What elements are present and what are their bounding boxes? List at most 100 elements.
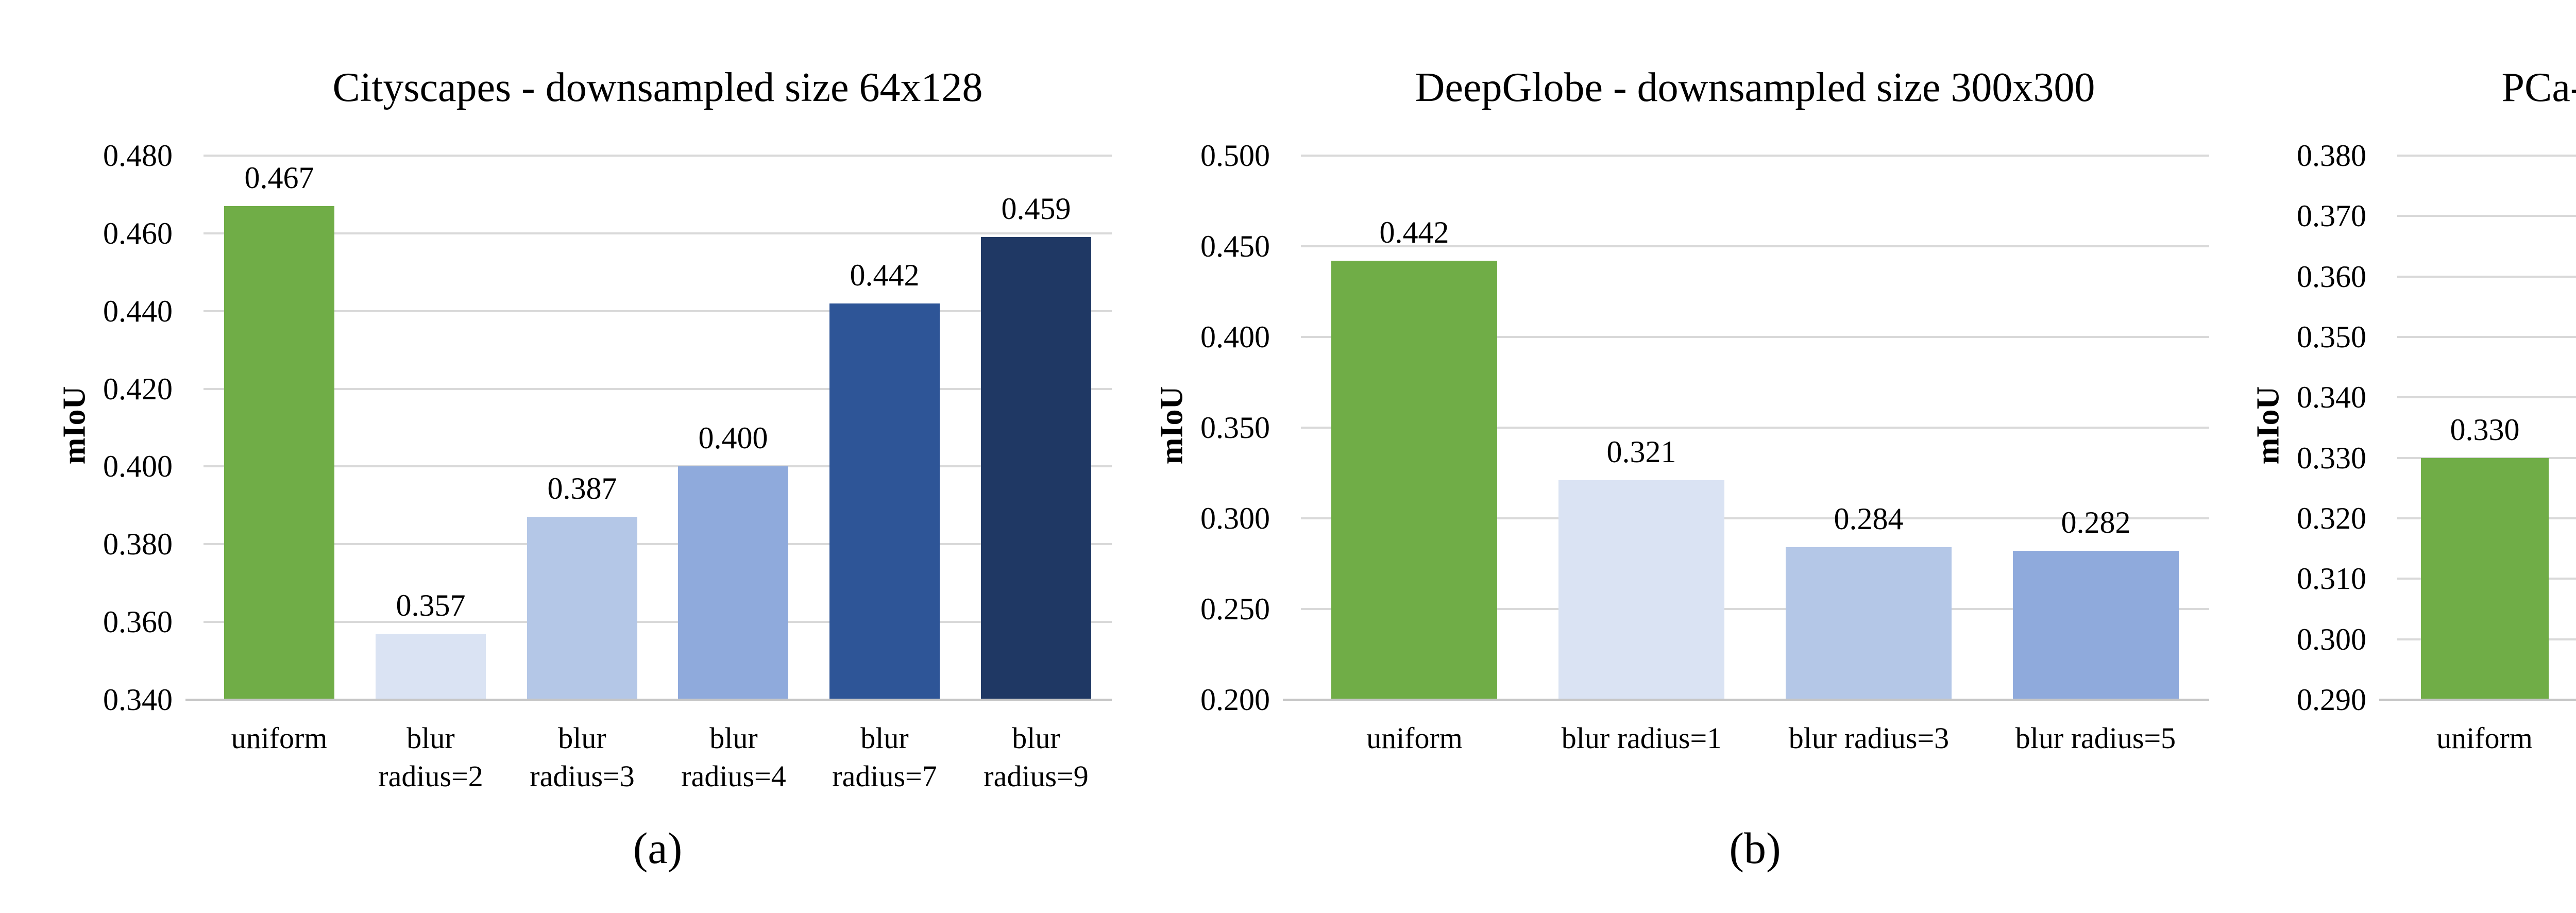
y-tick-label: 0.500 — [1200, 139, 1270, 173]
y-tick-label: 0.250 — [1200, 592, 1270, 626]
y-tick-label: 0.460 — [103, 216, 173, 250]
x-category-label: blur radius=3 — [1755, 719, 1982, 757]
x-category-label-line: blur — [558, 721, 606, 755]
x-category-label-line: radius=9 — [984, 759, 1089, 793]
chart-caption: (a) — [633, 823, 683, 873]
gridline — [2397, 276, 2576, 278]
x-category-label-line: blur — [860, 721, 909, 755]
chart-title: Cityscapes - downsampled size 64x128 — [332, 65, 983, 110]
y-tick-label: 0.340 — [2297, 380, 2366, 414]
chart-panel: PCa-Histo - downsampled size ~80x800mIoU… — [2194, 0, 2576, 913]
gridline — [204, 543, 1112, 545]
x-category-label: blur radius=4 — [658, 719, 809, 796]
y-tick-label: 0.330 — [2297, 441, 2366, 475]
y-tick-label: 0.450 — [1200, 229, 1270, 263]
y-tick-label: 0.380 — [103, 527, 173, 561]
x-category-label-line: uniform — [1366, 721, 1463, 755]
x-category-label-line: blur — [1012, 721, 1060, 755]
x-category-label-line: radius=2 — [378, 759, 483, 793]
gridline — [2397, 336, 2576, 338]
chart-panel: DeepGlobe - downsampled size 300x300 mIoU… — [1097, 0, 2209, 913]
y-tick-label: 0.290 — [2297, 683, 2366, 717]
gridline — [204, 388, 1112, 390]
x-category-label: blur radius=3 — [506, 719, 658, 796]
gridline — [204, 621, 1112, 623]
x-category-label: blur radius=5 — [1982, 719, 2209, 757]
y-tick-label: 0.360 — [103, 605, 173, 639]
chart-caption: (c) — [2397, 822, 2576, 874]
x-category-label-line: uniform — [2436, 721, 2533, 755]
x-axis-line — [1283, 699, 2209, 701]
y-tick-label: 0.350 — [2297, 320, 2366, 354]
chart-caption: (b) — [1729, 823, 1781, 873]
bar — [2013, 551, 2179, 700]
bar-value-label: 0.357 — [396, 588, 466, 622]
chart-panel: Cityscapes - downsampled size 64x128 mIoU… — [0, 0, 1112, 913]
gridline — [2397, 396, 2576, 398]
x-category-label-line: blur — [709, 721, 758, 755]
bar — [981, 237, 1091, 700]
x-category-label: blur radius=7 — [809, 719, 960, 796]
gridline — [1301, 155, 2209, 157]
gridline — [1301, 517, 2209, 519]
bar — [1558, 480, 1724, 700]
bar — [1786, 547, 1952, 700]
bar — [527, 517, 637, 700]
gridline — [1301, 245, 2209, 247]
chart-title: PCa-Histo - downsampled size ~80x800 — [2501, 65, 2576, 110]
x-axis-line — [185, 699, 1112, 701]
y-tick-label: 0.400 — [103, 449, 173, 483]
x-category-label-line: blur radius=5 — [2015, 721, 2176, 755]
y-tick-label: 0.310 — [2297, 562, 2366, 596]
y-tick-label: 0.320 — [2297, 501, 2366, 535]
y-tick-label: 0.420 — [103, 372, 173, 406]
y-tick-label: 0.440 — [103, 294, 173, 328]
gridline — [1301, 427, 2209, 429]
bar-value-label: 0.442 — [850, 258, 920, 292]
chart-title: DeepGlobe - downsampled size 300x300 — [1415, 65, 2095, 110]
x-category-label-line: radius=3 — [530, 759, 635, 793]
y-tick-label: 0.350 — [1200, 411, 1270, 445]
x-category-label-line: blur radius=3 — [1788, 721, 1950, 755]
x-category-label-line: blur radius=1 — [1561, 721, 1722, 755]
bar-value-label: 0.282 — [2061, 505, 2131, 539]
bar-value-label: 0.442 — [1379, 215, 1449, 249]
gridline — [204, 310, 1112, 312]
bar — [678, 466, 788, 700]
gridline — [204, 465, 1112, 467]
x-axis-line — [2379, 699, 2576, 701]
y-tick-label: 0.200 — [1200, 683, 1270, 717]
gridline — [2397, 215, 2576, 217]
x-category-label: uniform — [1301, 719, 1528, 757]
bar-value-label: 0.321 — [1606, 435, 1676, 469]
y-tick-label: 0.400 — [1200, 320, 1270, 354]
bar — [376, 634, 486, 700]
bar-value-label: 0.400 — [698, 421, 768, 455]
x-category-label-line: blur — [406, 721, 455, 755]
x-category-label-line: uniform — [231, 721, 328, 755]
gridline — [1301, 336, 2209, 338]
bar-value-label: 0.330 — [2450, 413, 2520, 447]
y-tick-label: 0.300 — [2297, 622, 2366, 656]
x-category-label: blur radius=2 — [355, 719, 506, 796]
gridline — [2397, 155, 2576, 157]
bar — [224, 206, 334, 700]
x-category-label: blur radius=9 — [960, 719, 1112, 796]
bar-value-label: 0.459 — [1001, 192, 1071, 226]
bar-value-label: 0.284 — [1834, 502, 1904, 536]
x-category-label: uniform — [204, 719, 355, 757]
x-category-label: blur radius=1 — [1528, 719, 1755, 757]
gridline — [1301, 608, 2209, 610]
bar — [1331, 261, 1497, 700]
x-category-label-line: blur — [2572, 719, 2576, 757]
y-tick-label: 0.340 — [103, 683, 173, 717]
bar — [829, 303, 940, 700]
gridline — [204, 155, 1112, 157]
x-category-label: uniform — [2397, 719, 2572, 757]
bar-value-label: 0.467 — [244, 161, 314, 195]
y-tick-label: 0.370 — [2297, 199, 2366, 233]
x-category-label-line: radius=4 — [681, 759, 786, 793]
bar-value-label: 0.321 — [2556, 467, 2576, 501]
